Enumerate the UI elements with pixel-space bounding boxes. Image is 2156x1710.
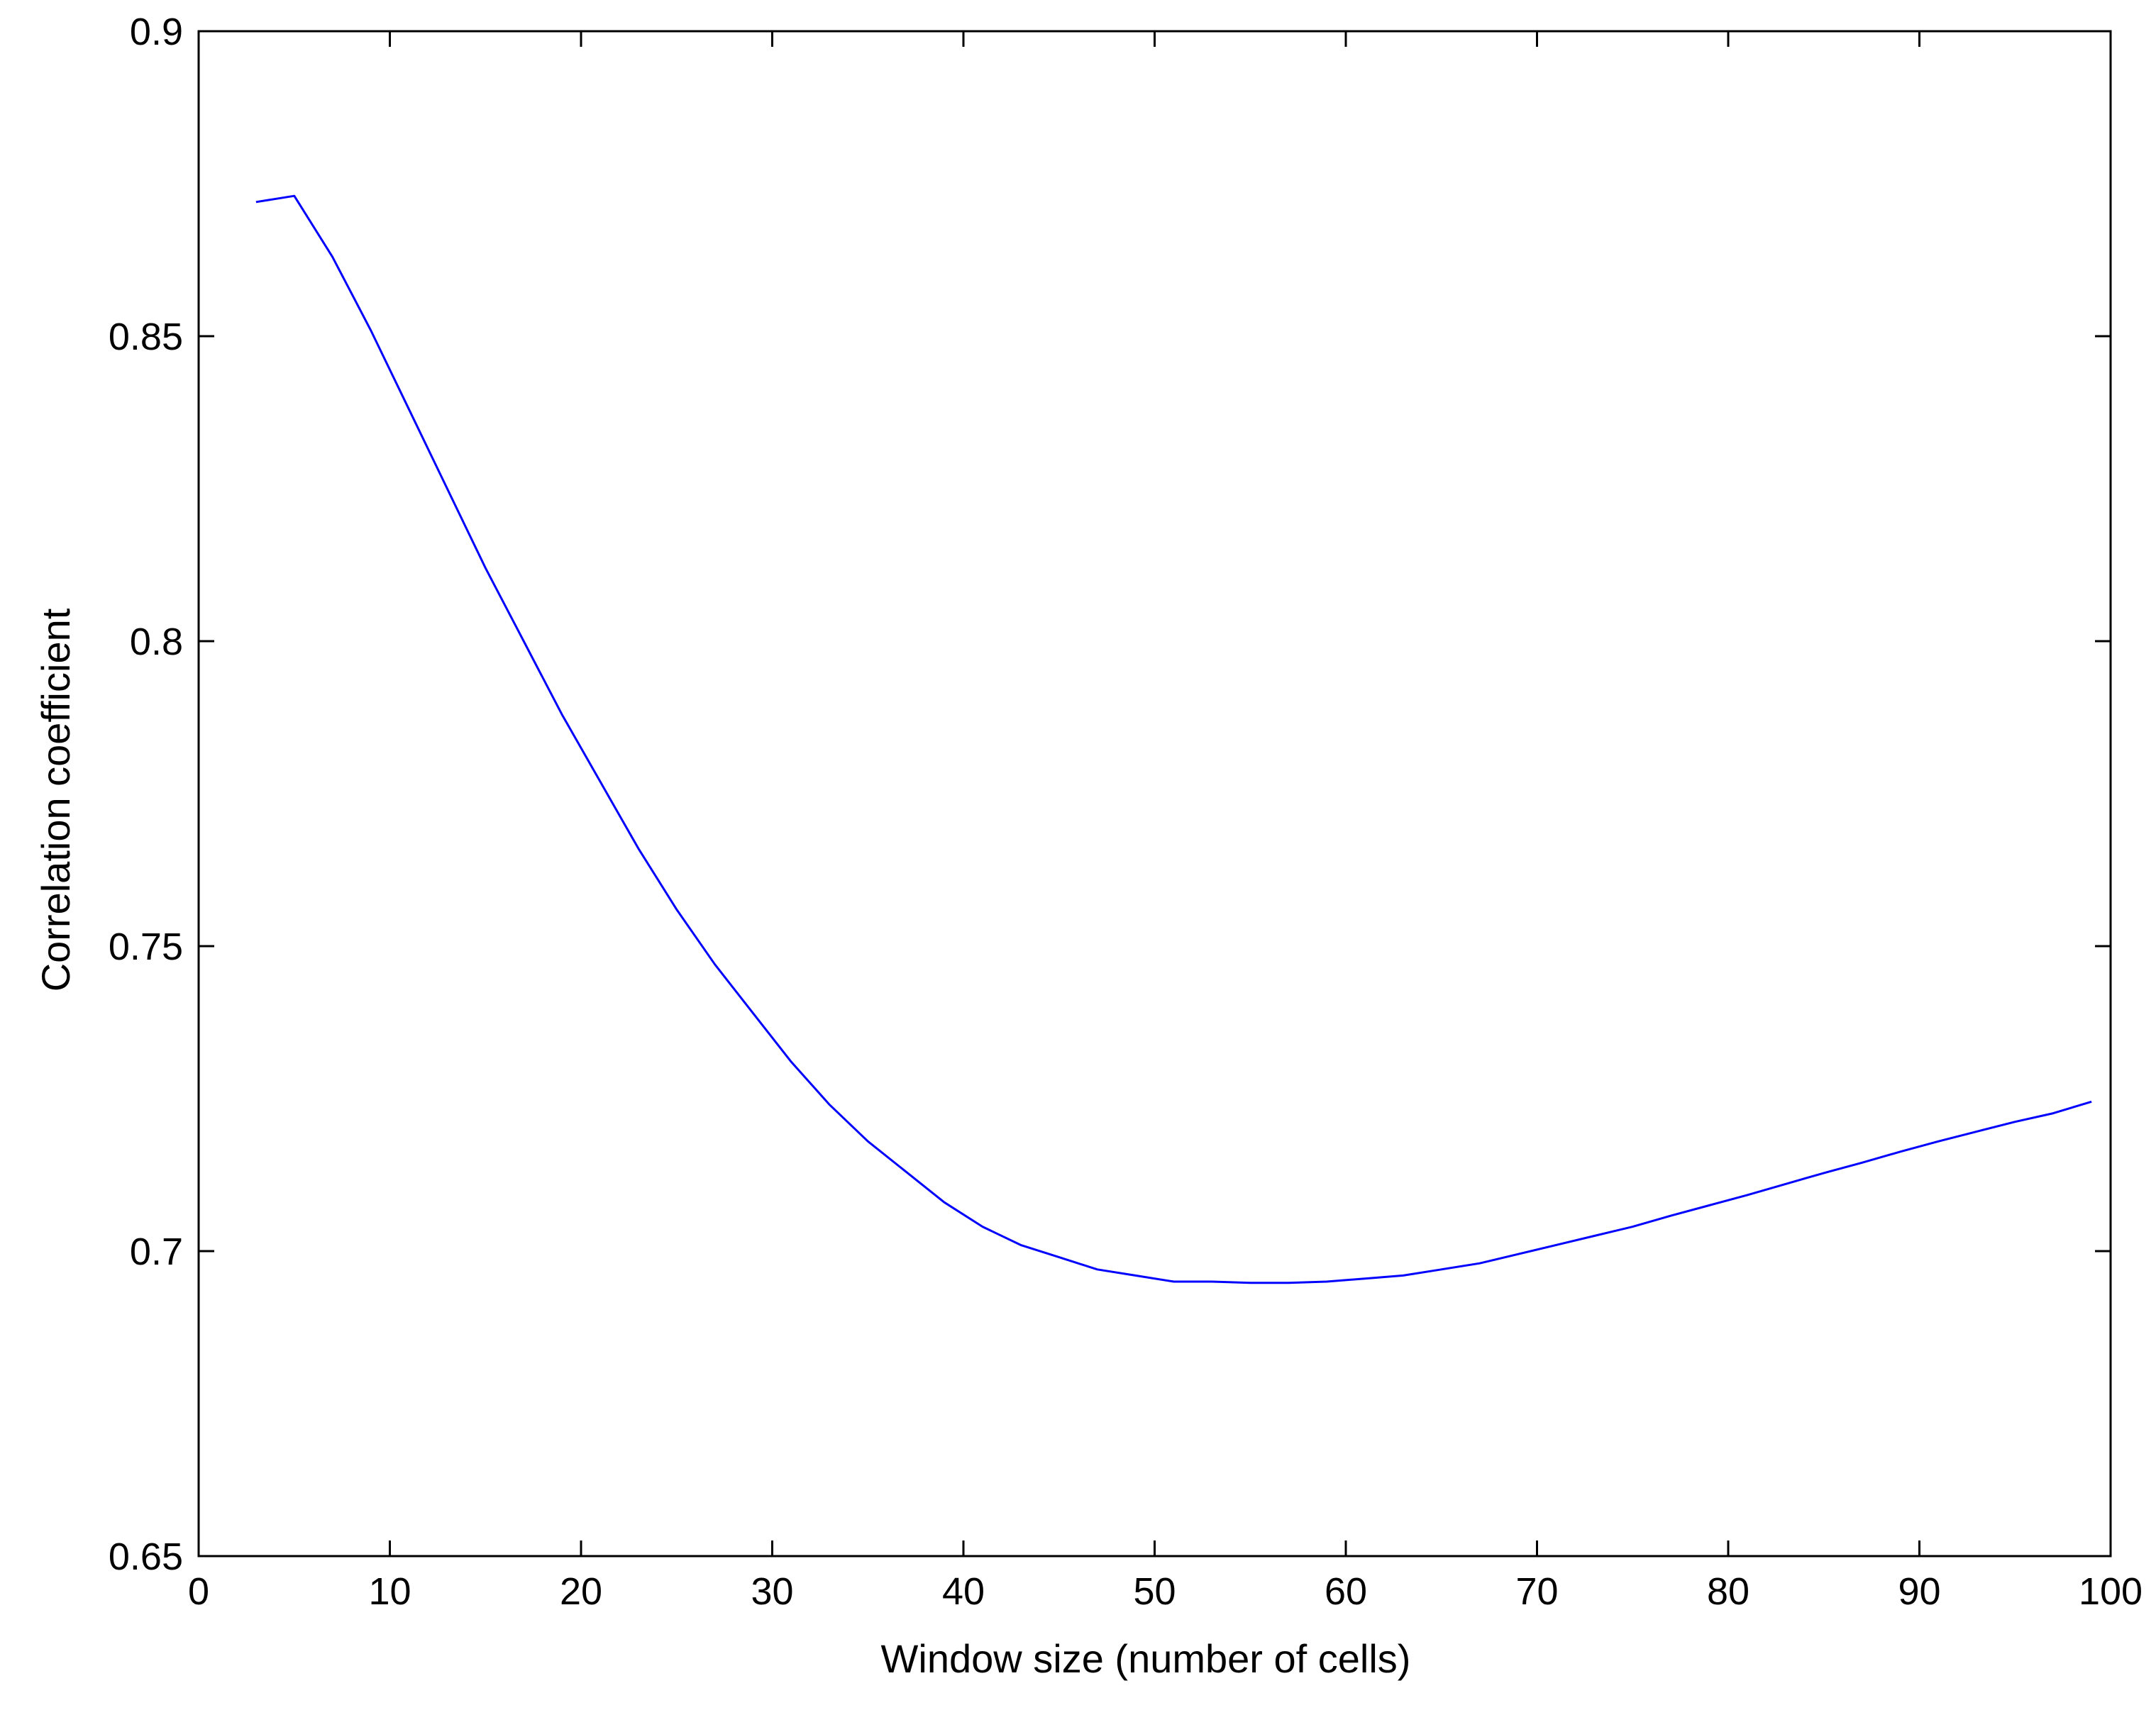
x-axis-title: Window size (number of cells)	[881, 1636, 1411, 1681]
tick-marks	[197, 30, 2112, 1558]
x-tick-label: 10	[368, 1570, 411, 1613]
y-tick-label: 0.9	[130, 11, 183, 53]
y-tick-label: 0.8	[130, 621, 183, 663]
x-tick-label: 0	[188, 1570, 209, 1613]
x-tick-label: 60	[1325, 1570, 1367, 1613]
x-tick-label: 20	[560, 1570, 602, 1613]
x-tick-label: 100	[2079, 1570, 2143, 1613]
x-tick-label: 90	[1898, 1570, 1940, 1613]
x-tick-label: 30	[751, 1570, 793, 1613]
x-tick-label: 80	[1707, 1570, 1749, 1613]
plot-frame	[197, 30, 2112, 1558]
y-tick-label: 0.75	[109, 926, 183, 968]
y-tick-label: 0.7	[130, 1231, 183, 1273]
y-tick-label: 0.65	[109, 1536, 183, 1578]
x-tick-label: 50	[1133, 1570, 1176, 1613]
y-axis-title: Correlation coefficient	[33, 608, 78, 992]
y-tick-label: 0.85	[109, 316, 183, 358]
plot-area	[197, 30, 2112, 1558]
series-line	[255, 194, 2092, 1284]
x-tick-label: 70	[1515, 1570, 1558, 1613]
tick-labels: 0 10 20 30 40 50 60 70 80 90 100 0.65 0.7 0.75 0.8 0.85…	[109, 11, 2143, 1613]
x-tick-label: 40	[942, 1570, 985, 1613]
